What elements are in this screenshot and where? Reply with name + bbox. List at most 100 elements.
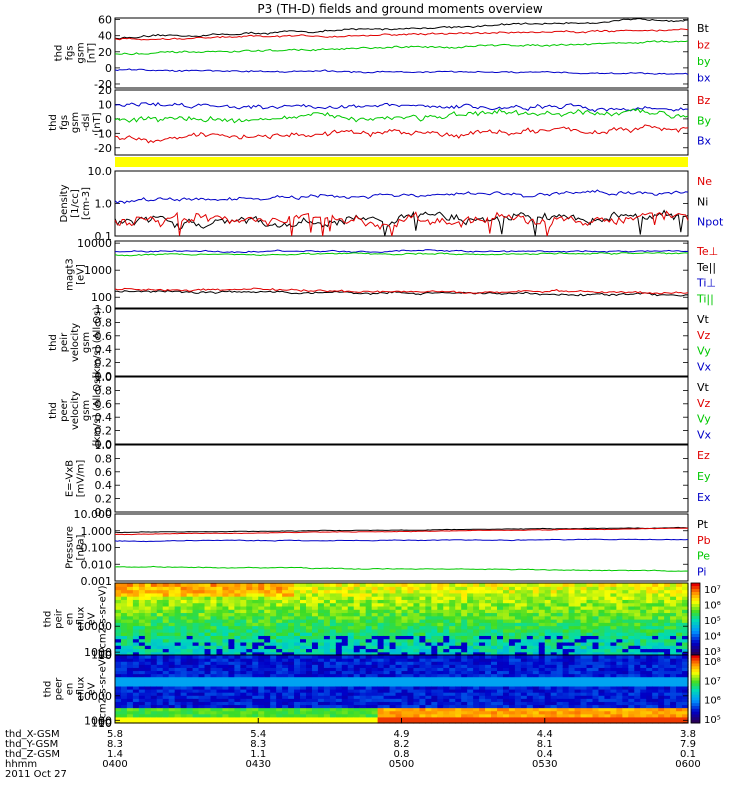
- spectrogram-cell: [622, 615, 629, 620]
- spectrogram-cell: [300, 670, 307, 675]
- spectrogram-cell: [514, 602, 522, 607]
- spectrogram-cell: [389, 612, 397, 617]
- spectrogram-cell: [485, 704, 492, 709]
- y-axis-label: eV: [87, 682, 98, 695]
- spectrogram-cell: [138, 615, 146, 620]
- spectrogram-cell: [664, 695, 671, 699]
- spectrogram-cell: [622, 619, 629, 623]
- spectrogram-cell: [646, 664, 653, 668]
- spectrogram-cell: [228, 689, 235, 693]
- spectrogram-cell: [138, 625, 146, 630]
- colorbar-step: [691, 689, 700, 693]
- spectrogram-cell: [144, 625, 152, 630]
- spectrogram-cell: [377, 641, 385, 646]
- spectrogram-cell: [162, 701, 170, 706]
- spectrogram-cell: [323, 605, 331, 610]
- spectrogram-cell: [479, 682, 486, 687]
- spectrogram-cell: [562, 648, 570, 653]
- y-tick-label: 1000: [84, 646, 112, 659]
- spectrogram-cell: [574, 648, 582, 653]
- spectrogram-cell: [407, 628, 415, 633]
- spectrogram-cell: [598, 648, 606, 653]
- spectrogram-cell: [664, 583, 671, 587]
- spectrogram-cell: [371, 589, 379, 594]
- spectrogram-cell: [544, 676, 552, 681]
- spectrogram-cell: [216, 628, 224, 633]
- spectrogram-cell: [634, 645, 641, 650]
- spectrogram-cell: [502, 619, 510, 623]
- spectrogram-cell: [568, 701, 576, 706]
- legend-Vz: Vz: [697, 329, 711, 342]
- spectrogram-cell: [676, 612, 683, 617]
- spectrogram-cell: [497, 596, 504, 600]
- spectrogram-cell: [377, 673, 385, 678]
- spectrogram-cell: [574, 592, 582, 597]
- spectrogram-cell: [592, 664, 600, 668]
- y-tick-label: 10: [98, 649, 112, 662]
- spectrogram-cell: [568, 586, 576, 591]
- spectrogram-cell: [646, 596, 653, 600]
- spectrogram-cell: [407, 609, 415, 614]
- legend-Pi: Pi: [697, 565, 706, 578]
- spectrogram-cell: [682, 612, 689, 617]
- spectrogram-cell: [120, 609, 128, 614]
- spectrogram-cell: [574, 612, 582, 617]
- spectrogram-cell: [664, 661, 671, 665]
- spectrogram-cell: [341, 612, 349, 617]
- spectrogram-cell: [610, 658, 617, 662]
- spectrogram-cell: [377, 685, 385, 690]
- spectrogram-cell: [192, 596, 200, 600]
- spectrogram-cell: [156, 670, 164, 675]
- spectrogram-cell: [407, 651, 415, 656]
- spectrogram-cell: [383, 685, 391, 690]
- spectrogram-cell: [652, 632, 659, 636]
- spectrogram-cell: [192, 583, 200, 587]
- spectrogram-cell: [502, 673, 510, 678]
- spectrogram-cell: [592, 716, 600, 721]
- spectrogram-cell: [395, 704, 403, 709]
- spectrogram-cell: [186, 592, 194, 597]
- panel-frame: [114, 308, 689, 377]
- spectrogram-cell: [610, 673, 617, 678]
- spectrogram-cell: [240, 679, 247, 684]
- spectrogram-cell: [640, 599, 647, 604]
- spectrogram-cell: [514, 685, 522, 690]
- spectrogram-cell: [311, 701, 319, 706]
- spectrogram-cell: [132, 658, 140, 662]
- spectrogram-cell: [598, 704, 606, 709]
- spectrogram-cell: [120, 602, 128, 607]
- spectrogram-cell: [640, 615, 647, 620]
- spectrogram-cell: [401, 704, 409, 709]
- spectrogram-cell: [479, 632, 486, 636]
- spectrogram-cell: [252, 589, 259, 594]
- spectrogram-cell: [413, 682, 421, 687]
- spectrogram-cell: [115, 628, 122, 633]
- spectrogram-cell: [353, 689, 361, 693]
- series-line-bx: [114, 68, 689, 75]
- spectrogram-cell: [258, 679, 265, 684]
- spectrogram-cell: [449, 698, 456, 702]
- spectrogram-cell: [186, 619, 194, 623]
- spectrogram-cell: [126, 698, 134, 702]
- spectrogram-cell: [120, 667, 128, 672]
- x-row-value: 0.1: [680, 749, 696, 760]
- spectrogram-cell: [347, 716, 355, 721]
- spectrogram-cell: [658, 628, 665, 633]
- spectrogram-cell: [329, 651, 337, 656]
- spectrogram-cell: [204, 704, 212, 709]
- spectrogram-cell: [168, 710, 176, 715]
- spectrogram-cell: [300, 589, 307, 594]
- spectrogram-cell: [622, 596, 629, 600]
- spectrogram-cell: [443, 625, 450, 630]
- spectrogram-cell: [664, 615, 671, 620]
- spectrogram-cell: [431, 619, 438, 623]
- spectrogram-cell: [508, 710, 516, 715]
- spectrogram-cell: [616, 586, 623, 591]
- spectrogram-cell: [353, 605, 361, 610]
- spectrogram-cell: [168, 664, 176, 668]
- spectrogram-cell: [628, 658, 635, 662]
- spectrogram-cell: [323, 635, 331, 640]
- spectrogram-cell: [258, 602, 265, 607]
- spectrogram-cell: [186, 698, 194, 702]
- spectrogram-cell: [335, 704, 343, 709]
